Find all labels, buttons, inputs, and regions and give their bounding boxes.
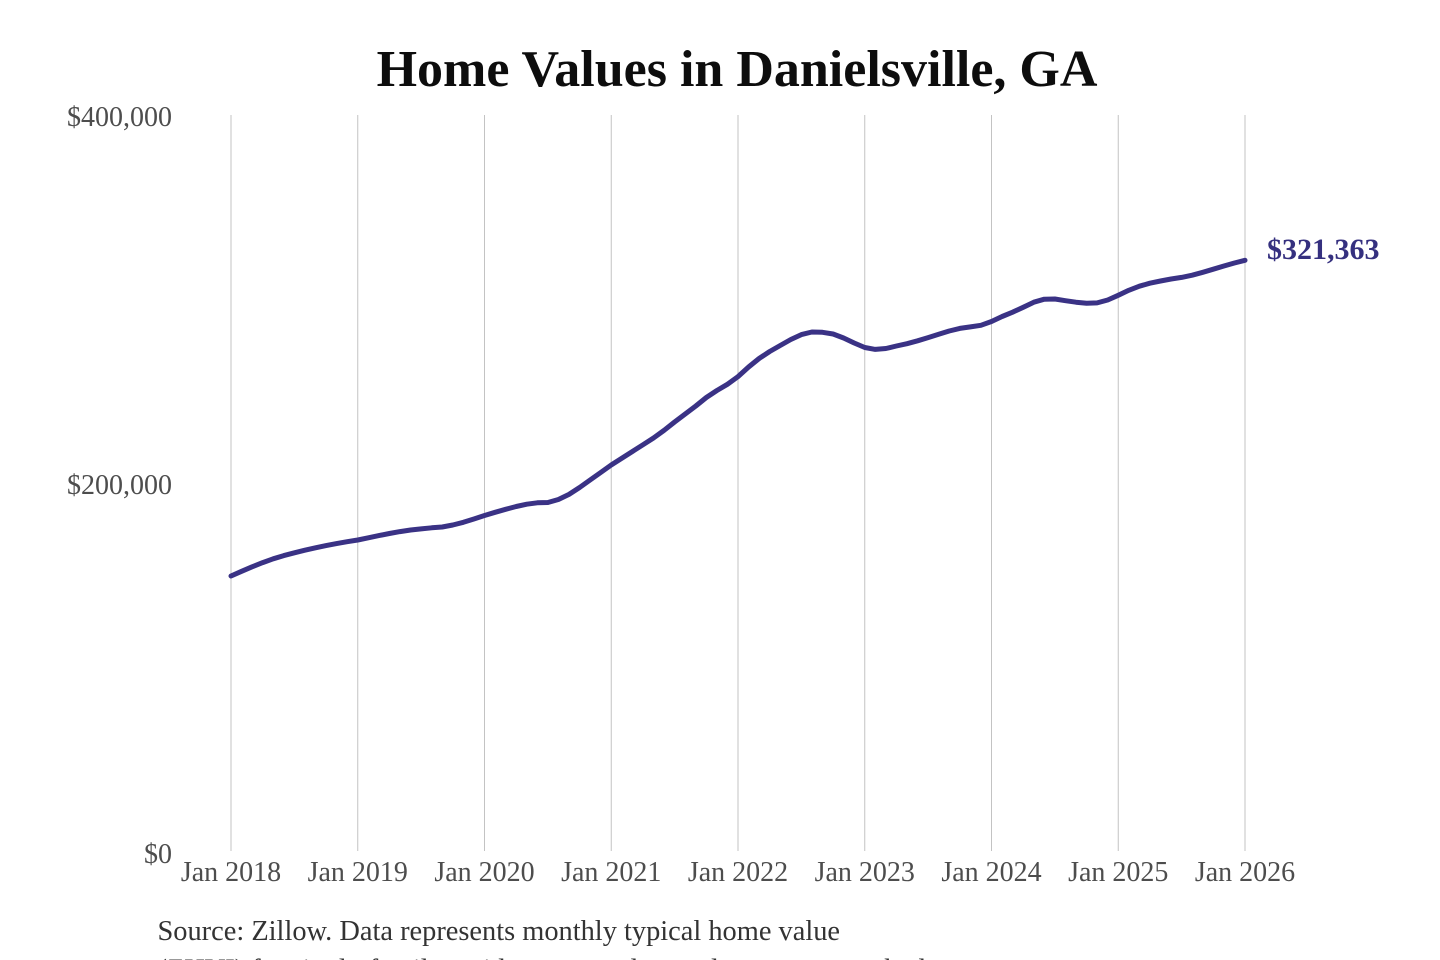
svg-text:$0: $0 — [144, 839, 172, 870]
svg-text:Source: Zillow. Data represent: Source: Zillow. Data represents monthly … — [158, 916, 841, 947]
svg-text:Jan 2018: Jan 2018 — [181, 857, 281, 888]
svg-text:$400,000: $400,000 — [67, 102, 172, 133]
svg-text:Home Values in Danielsville, G: Home Values in Danielsville, GA — [377, 41, 1098, 98]
svg-text:(ZHVI) for single-family resid: (ZHVI) for single-family residences, con… — [158, 955, 926, 960]
svg-text:Jan 2026: Jan 2026 — [1195, 857, 1295, 888]
svg-text:Jan 2024: Jan 2024 — [941, 857, 1041, 888]
svg-text:Jan 2020: Jan 2020 — [434, 857, 534, 888]
svg-text:$321,363: $321,363 — [1267, 233, 1380, 266]
svg-text:$200,000: $200,000 — [67, 470, 172, 501]
svg-text:Jan 2022: Jan 2022 — [688, 857, 788, 888]
svg-text:Jan 2025: Jan 2025 — [1068, 857, 1168, 888]
svg-text:Jan 2023: Jan 2023 — [815, 857, 915, 888]
svg-text:Jan 2021: Jan 2021 — [561, 857, 661, 888]
svg-text:Jan 2019: Jan 2019 — [308, 857, 408, 888]
